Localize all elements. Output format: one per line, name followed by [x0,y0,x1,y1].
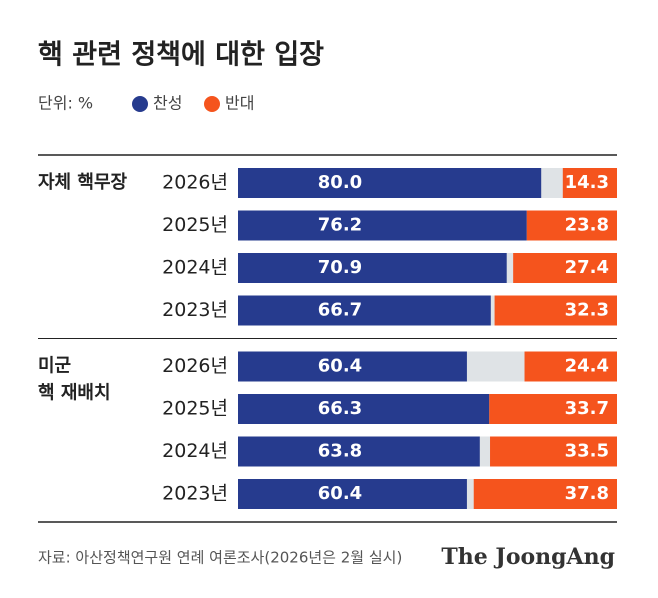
value-label: 32.3 [565,300,609,321]
bar [238,210,527,241]
value-label: 37.8 [565,483,609,504]
bar [238,394,490,424]
bar [562,168,617,198]
group-label: 미군 [38,356,71,377]
y-tick-label: 2024년 [162,257,228,279]
y-tick-label: 2025년 [162,398,228,420]
y-tick-label: 2025년 [162,214,228,236]
y-tick-label: 2024년 [162,440,228,462]
bar [490,436,617,467]
legend-swatch [204,96,220,112]
value-label: 27.4 [565,257,609,278]
bar [473,479,617,509]
group-label: 핵 재배치 [38,383,111,404]
value-label: 24.4 [565,356,609,377]
value-label: 33.5 [565,441,609,462]
bar [494,295,617,326]
bar [238,168,542,198]
bar [524,351,617,382]
value-label: 14.3 [565,172,609,193]
value-label: 66.7 [318,300,362,321]
source: 자료: 아산정책연구원 연례 여론조사(2026년은 2월 실시) [38,549,402,567]
y-tick-label: 2023년 [162,483,228,505]
y-tick-label: 2026년 [162,172,228,194]
logo: The JoongAng [441,544,615,570]
value-label: 66.3 [318,398,362,419]
bar [513,253,617,283]
value-label: 33.7 [565,398,609,419]
value-label: 60.4 [318,483,362,504]
bar [526,210,617,241]
bar [238,436,480,467]
bar [489,394,617,424]
chart-title: 핵 관련 정책에 대한 입장 [38,40,324,71]
legend-label: 찬성 [153,94,182,113]
value-label: 70.9 [318,257,362,278]
value-label: 60.4 [318,356,362,377]
bar [238,479,467,509]
legend-swatch [132,96,148,112]
value-label: 63.8 [318,441,362,462]
value-label: 76.2 [318,215,362,236]
bar [238,253,507,283]
bar [238,295,491,326]
y-tick-label: 2023년 [162,299,228,321]
value-label: 80.0 [318,172,362,193]
group-label: 자체 핵무장 [38,172,128,193]
y-tick-label: 2026년 [162,355,228,377]
bar [238,351,467,382]
unit-label: 단위: % [38,94,93,113]
value-label: 23.8 [565,215,609,236]
legend-label: 반대 [225,94,254,113]
